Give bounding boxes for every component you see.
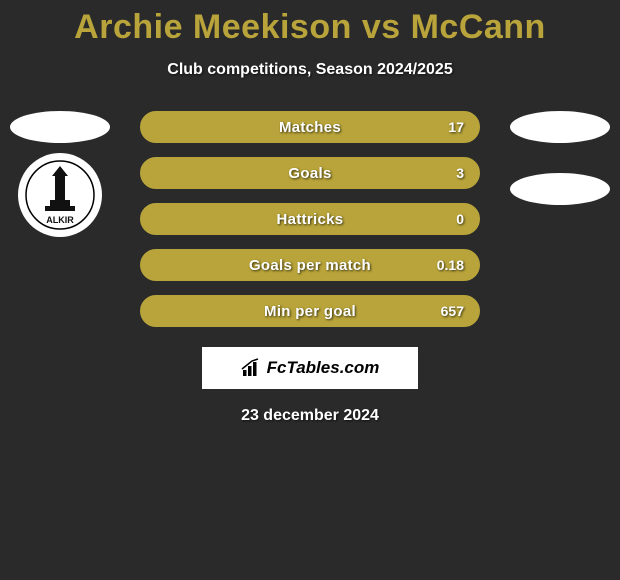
stat-bar-hattricks: Hattricks 0 (140, 203, 480, 235)
svg-text:ALKIR: ALKIR (46, 215, 74, 225)
stat-value: 17 (448, 119, 464, 135)
stat-bar-matches: Matches 17 (140, 111, 480, 143)
page-subtitle: Club competitions, Season 2024/2025 (0, 61, 620, 79)
falkirk-badge-icon: ALKIR (25, 160, 95, 230)
stat-bar-goals-per-match: Goals per match 0.18 (140, 249, 480, 281)
page-title: Archie Meekison vs McCann (0, 0, 620, 47)
stats-bars: Matches 17 Goals 3 Hattricks 0 Goals per… (140, 111, 480, 327)
comparison-content: ALKIR Matches 17 Goals 3 Hattricks 0 Goa… (0, 111, 620, 425)
stat-value: 0 (456, 211, 464, 227)
stat-label: Min per goal (264, 303, 356, 320)
stat-label: Goals (288, 165, 331, 182)
brand-box: FcTables.com (202, 347, 418, 389)
stat-value: 0.18 (437, 257, 464, 273)
stat-value: 657 (441, 303, 464, 319)
left-player-avatar-placeholder (10, 111, 110, 143)
bar-chart-icon (241, 358, 263, 378)
left-player-club-badge: ALKIR (18, 153, 102, 237)
brand-text: FcTables.com (267, 358, 380, 378)
right-player-column (510, 111, 610, 205)
left-player-column: ALKIR (10, 111, 110, 237)
footer-date: 23 december 2024 (0, 407, 620, 425)
stat-label: Goals per match (249, 257, 371, 274)
stat-bar-goals: Goals 3 (140, 157, 480, 189)
stat-label: Hattricks (277, 211, 344, 228)
stat-bar-min-per-goal: Min per goal 657 (140, 295, 480, 327)
stat-value: 3 (456, 165, 464, 181)
right-player-avatar-placeholder (510, 111, 610, 143)
right-player-club-placeholder (510, 173, 610, 205)
stat-label: Matches (279, 119, 341, 136)
